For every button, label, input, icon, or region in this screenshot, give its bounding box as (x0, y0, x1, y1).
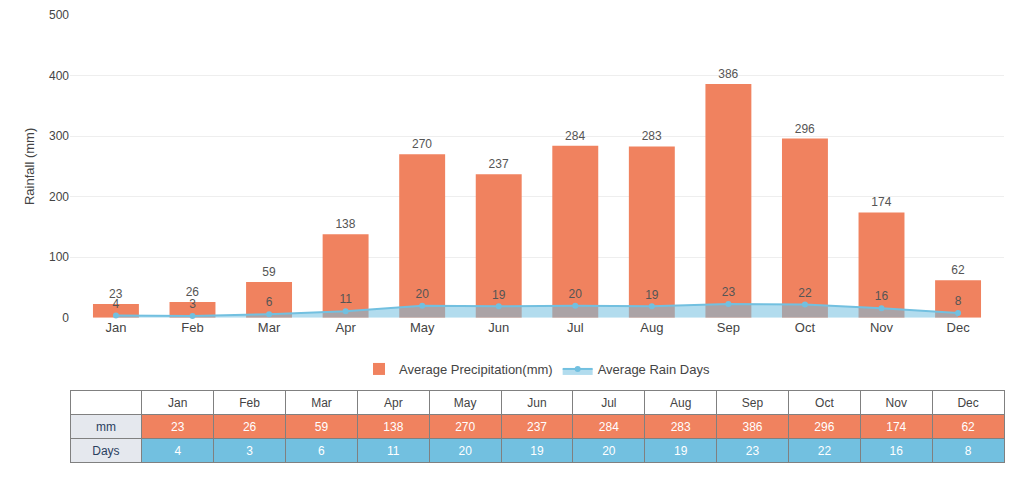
svg-text:386: 386 (718, 67, 738, 81)
svg-text:296: 296 (795, 122, 815, 136)
svg-text:237: 237 (489, 157, 509, 171)
svg-text:Average Rain Days: Average Rain Days (598, 362, 710, 377)
svg-text:270: 270 (412, 137, 432, 151)
svg-text:283: 283 (642, 129, 662, 143)
svg-text:20: 20 (569, 287, 583, 301)
svg-text:Days: Days (92, 444, 119, 458)
svg-text:20: 20 (415, 287, 429, 301)
svg-text:May: May (454, 396, 477, 410)
svg-text:Feb: Feb (239, 396, 260, 410)
svg-text:284: 284 (565, 129, 585, 143)
svg-text:270: 270 (455, 420, 475, 434)
svg-text:284: 284 (599, 420, 619, 434)
svg-text:Nov: Nov (870, 320, 894, 335)
svg-text:62: 62 (961, 420, 975, 434)
svg-text:62: 62 (951, 263, 965, 277)
svg-text:19: 19 (530, 444, 544, 458)
svg-text:Dec: Dec (957, 396, 978, 410)
svg-text:Oct: Oct (795, 320, 816, 335)
svg-text:283: 283 (671, 420, 691, 434)
svg-text:22: 22 (798, 286, 812, 300)
svg-text:26: 26 (186, 285, 200, 299)
svg-text:Jun: Jun (488, 320, 509, 335)
svg-text:mm: mm (96, 420, 116, 434)
svg-text:Aug: Aug (670, 396, 691, 410)
svg-text:11: 11 (387, 444, 400, 458)
svg-text:400: 400 (49, 69, 69, 83)
svg-text:Average Precipitation(mm): Average Precipitation(mm) (399, 362, 553, 377)
svg-text:26: 26 (243, 420, 257, 434)
svg-text:100: 100 (49, 250, 69, 264)
svg-text:Mar: Mar (258, 320, 281, 335)
svg-text:Aug: Aug (640, 320, 663, 335)
svg-text:3: 3 (246, 444, 253, 458)
svg-text:386: 386 (743, 420, 763, 434)
svg-text:23: 23 (171, 420, 185, 434)
svg-text:138: 138 (335, 217, 355, 231)
svg-text:Apr: Apr (384, 396, 403, 410)
svg-text:Nov: Nov (886, 396, 907, 410)
svg-text:Dec: Dec (947, 320, 971, 335)
svg-text:8: 8 (965, 444, 972, 458)
svg-text:Jan: Jan (168, 396, 187, 410)
svg-text:200: 200 (49, 190, 69, 204)
svg-text:138: 138 (383, 420, 403, 434)
svg-text:4: 4 (174, 444, 181, 458)
svg-text:Jul: Jul (601, 396, 616, 410)
svg-text:59: 59 (262, 265, 276, 279)
svg-text:Jan: Jan (105, 320, 126, 335)
svg-text:Sep: Sep (742, 396, 764, 410)
svg-text:59: 59 (315, 420, 329, 434)
svg-text:174: 174 (871, 195, 891, 209)
svg-text:16: 16 (890, 444, 904, 458)
svg-text:22: 22 (818, 444, 832, 458)
svg-text:May: May (410, 320, 435, 335)
svg-text:16: 16 (875, 289, 889, 303)
svg-text:Sep: Sep (717, 320, 740, 335)
svg-text:8: 8 (955, 294, 962, 308)
svg-text:296: 296 (814, 420, 834, 434)
svg-text:174: 174 (886, 420, 906, 434)
svg-text:300: 300 (49, 129, 69, 143)
svg-text:Jul: Jul (567, 320, 584, 335)
svg-text:Jun: Jun (527, 396, 546, 410)
svg-text:20: 20 (458, 444, 472, 458)
svg-text:6: 6 (266, 295, 273, 309)
svg-text:0: 0 (62, 311, 69, 325)
svg-text:19: 19 (645, 288, 659, 302)
svg-text:23: 23 (746, 444, 760, 458)
svg-text:19: 19 (492, 288, 506, 302)
svg-text:Rainfall (mm): Rainfall (mm) (22, 128, 37, 205)
svg-text:19: 19 (674, 444, 688, 458)
svg-text:20: 20 (602, 444, 616, 458)
svg-text:237: 237 (527, 420, 547, 434)
svg-text:23: 23 (722, 285, 736, 299)
svg-text:11: 11 (339, 292, 352, 306)
svg-text:500: 500 (49, 8, 69, 22)
svg-text:Mar: Mar (311, 396, 332, 410)
svg-text:Feb: Feb (181, 320, 203, 335)
svg-text:23: 23 (109, 287, 123, 301)
svg-text:Oct: Oct (815, 396, 834, 410)
svg-text:6: 6 (318, 444, 325, 458)
svg-text:Apr: Apr (335, 320, 356, 335)
svg-text:3: 3 (189, 297, 196, 311)
svg-text:4: 4 (113, 297, 120, 311)
